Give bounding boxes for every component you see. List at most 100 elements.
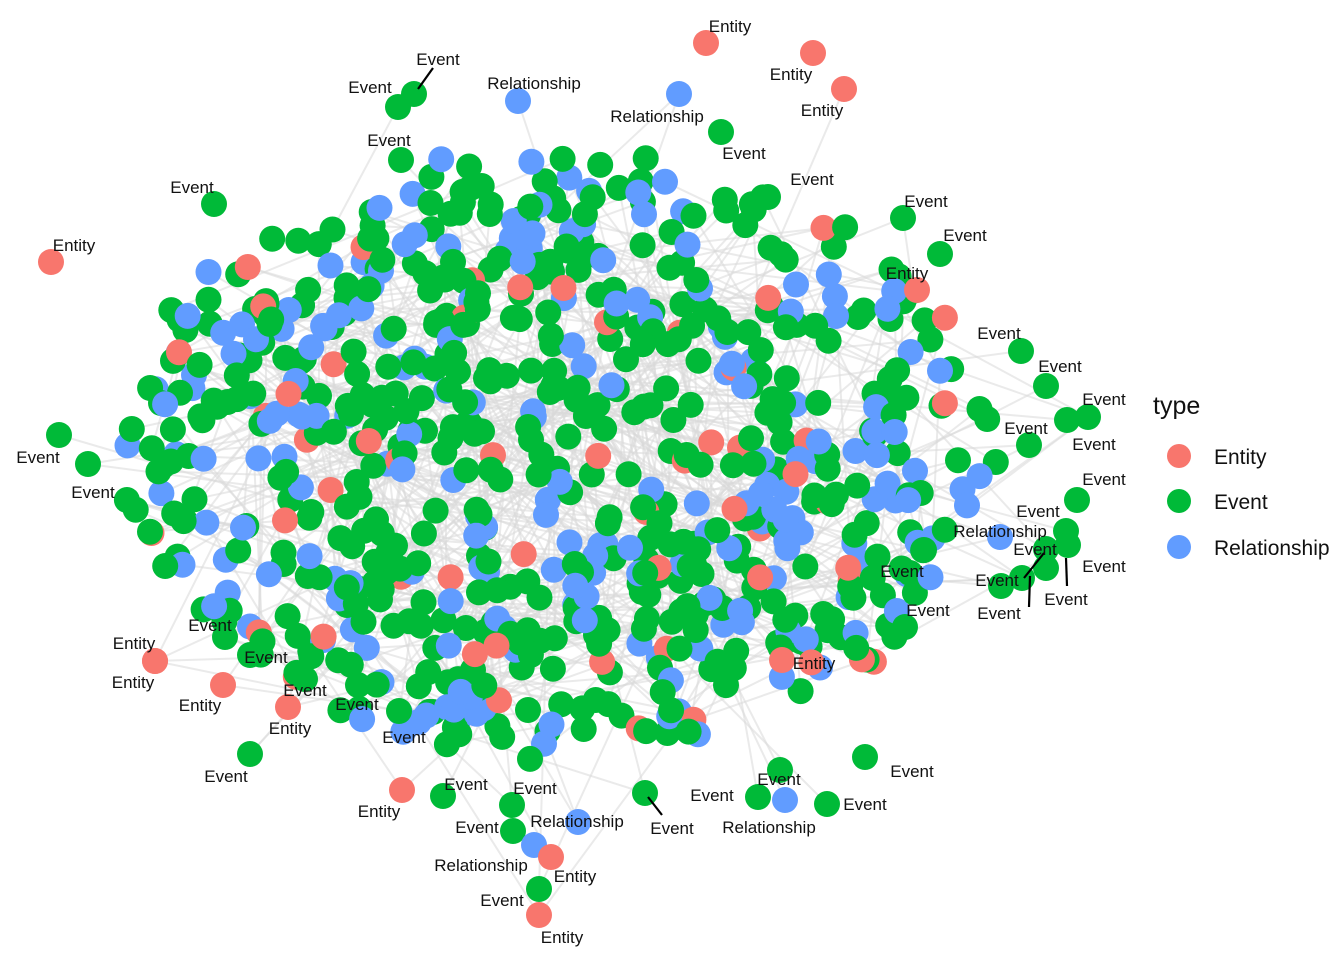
relationship-node (565, 809, 591, 835)
entity-node (904, 277, 930, 303)
event-node (294, 563, 321, 589)
entity-node (317, 477, 344, 503)
relationship-node (772, 506, 799, 533)
event-node (499, 304, 526, 331)
relationship-node (625, 179, 652, 206)
event-node (945, 447, 971, 474)
event-node (755, 184, 781, 210)
relationship-node (927, 357, 953, 384)
relationship-node (289, 403, 315, 430)
event-node (832, 214, 859, 241)
event-node (345, 672, 371, 698)
relationship-node (463, 522, 490, 549)
event-node (195, 286, 222, 313)
event-node (122, 496, 149, 523)
event-node (298, 643, 325, 670)
event-node (327, 697, 354, 724)
event-node-label: Event (71, 483, 115, 502)
event-node (582, 687, 609, 713)
event-node-label: Event (1038, 357, 1082, 376)
event-node (450, 311, 477, 338)
legend-label-relationship: Relationship (1214, 537, 1330, 560)
event-node (400, 349, 427, 376)
legend-swatch-entity (1167, 444, 1191, 468)
event-node (850, 297, 877, 324)
event-node (814, 791, 840, 817)
entity-node (210, 672, 236, 698)
relationship-node (210, 319, 237, 346)
relationship-node (874, 470, 901, 497)
event-node (385, 94, 411, 120)
event-node (284, 622, 311, 649)
event-node (594, 510, 621, 537)
relationship-node (861, 418, 888, 445)
event-node (388, 147, 414, 173)
event-node (405, 673, 432, 700)
relationship-node (538, 711, 565, 738)
event-node-label: Event (843, 795, 887, 814)
event-node (267, 464, 294, 491)
event-node (405, 550, 432, 577)
relationship-node (317, 252, 344, 279)
event-node (439, 414, 466, 441)
event-node (500, 818, 526, 844)
event-node (888, 555, 915, 582)
event-node (884, 440, 911, 467)
entity-node-label: Entity (801, 101, 844, 120)
entity-node-label: Entity (179, 696, 222, 715)
edge-line (828, 339, 988, 420)
event-node (632, 145, 659, 172)
event-node (633, 718, 660, 745)
relationship-node (874, 295, 901, 322)
edge-line (673, 632, 857, 725)
event-node (859, 565, 886, 591)
event-node (927, 241, 953, 267)
event-node (436, 376, 463, 403)
relationship-node (389, 456, 416, 483)
event-node (368, 576, 395, 603)
relationship-node (728, 609, 755, 636)
edge-line (178, 338, 257, 354)
legend-swatch-relationship (1167, 535, 1191, 559)
event-node (351, 517, 378, 544)
edge-line (664, 180, 895, 293)
entity-node-label: Entity (358, 802, 401, 821)
event-node (518, 357, 545, 384)
event-node (549, 145, 576, 172)
event-node (401, 250, 428, 277)
event-node-label: Event (188, 616, 232, 635)
event-node (656, 254, 683, 281)
event-node (632, 780, 658, 806)
relationship-node (533, 501, 559, 528)
edge-line (716, 521, 764, 663)
event-node (360, 452, 387, 479)
event-node (757, 234, 784, 261)
event-node (579, 184, 606, 211)
event-node (818, 491, 845, 518)
relationship-node-label: Relationship (487, 74, 581, 93)
event-node (587, 151, 614, 178)
event-node (212, 624, 238, 650)
event-node (632, 560, 659, 586)
entity-node-label: Entity (112, 673, 155, 692)
relationship-node (666, 81, 692, 107)
event-node-label: Event (204, 767, 248, 786)
event-node (453, 457, 480, 484)
event-node (452, 615, 479, 641)
entity-node (275, 694, 301, 720)
event-node-label: Event (1082, 557, 1126, 576)
event-node (586, 630, 613, 657)
event-node (747, 337, 774, 364)
event-node (630, 494, 657, 521)
event-node (629, 331, 656, 358)
relationship-node-label: Relationship (610, 107, 704, 126)
event-node (138, 435, 165, 462)
event-node (708, 119, 734, 145)
event-node (46, 422, 72, 448)
event-node (422, 497, 449, 524)
event-node-label: Event (382, 728, 426, 747)
relationship-node-label: Relationship (530, 812, 624, 831)
entity-node (389, 777, 415, 803)
event-node (555, 423, 582, 450)
